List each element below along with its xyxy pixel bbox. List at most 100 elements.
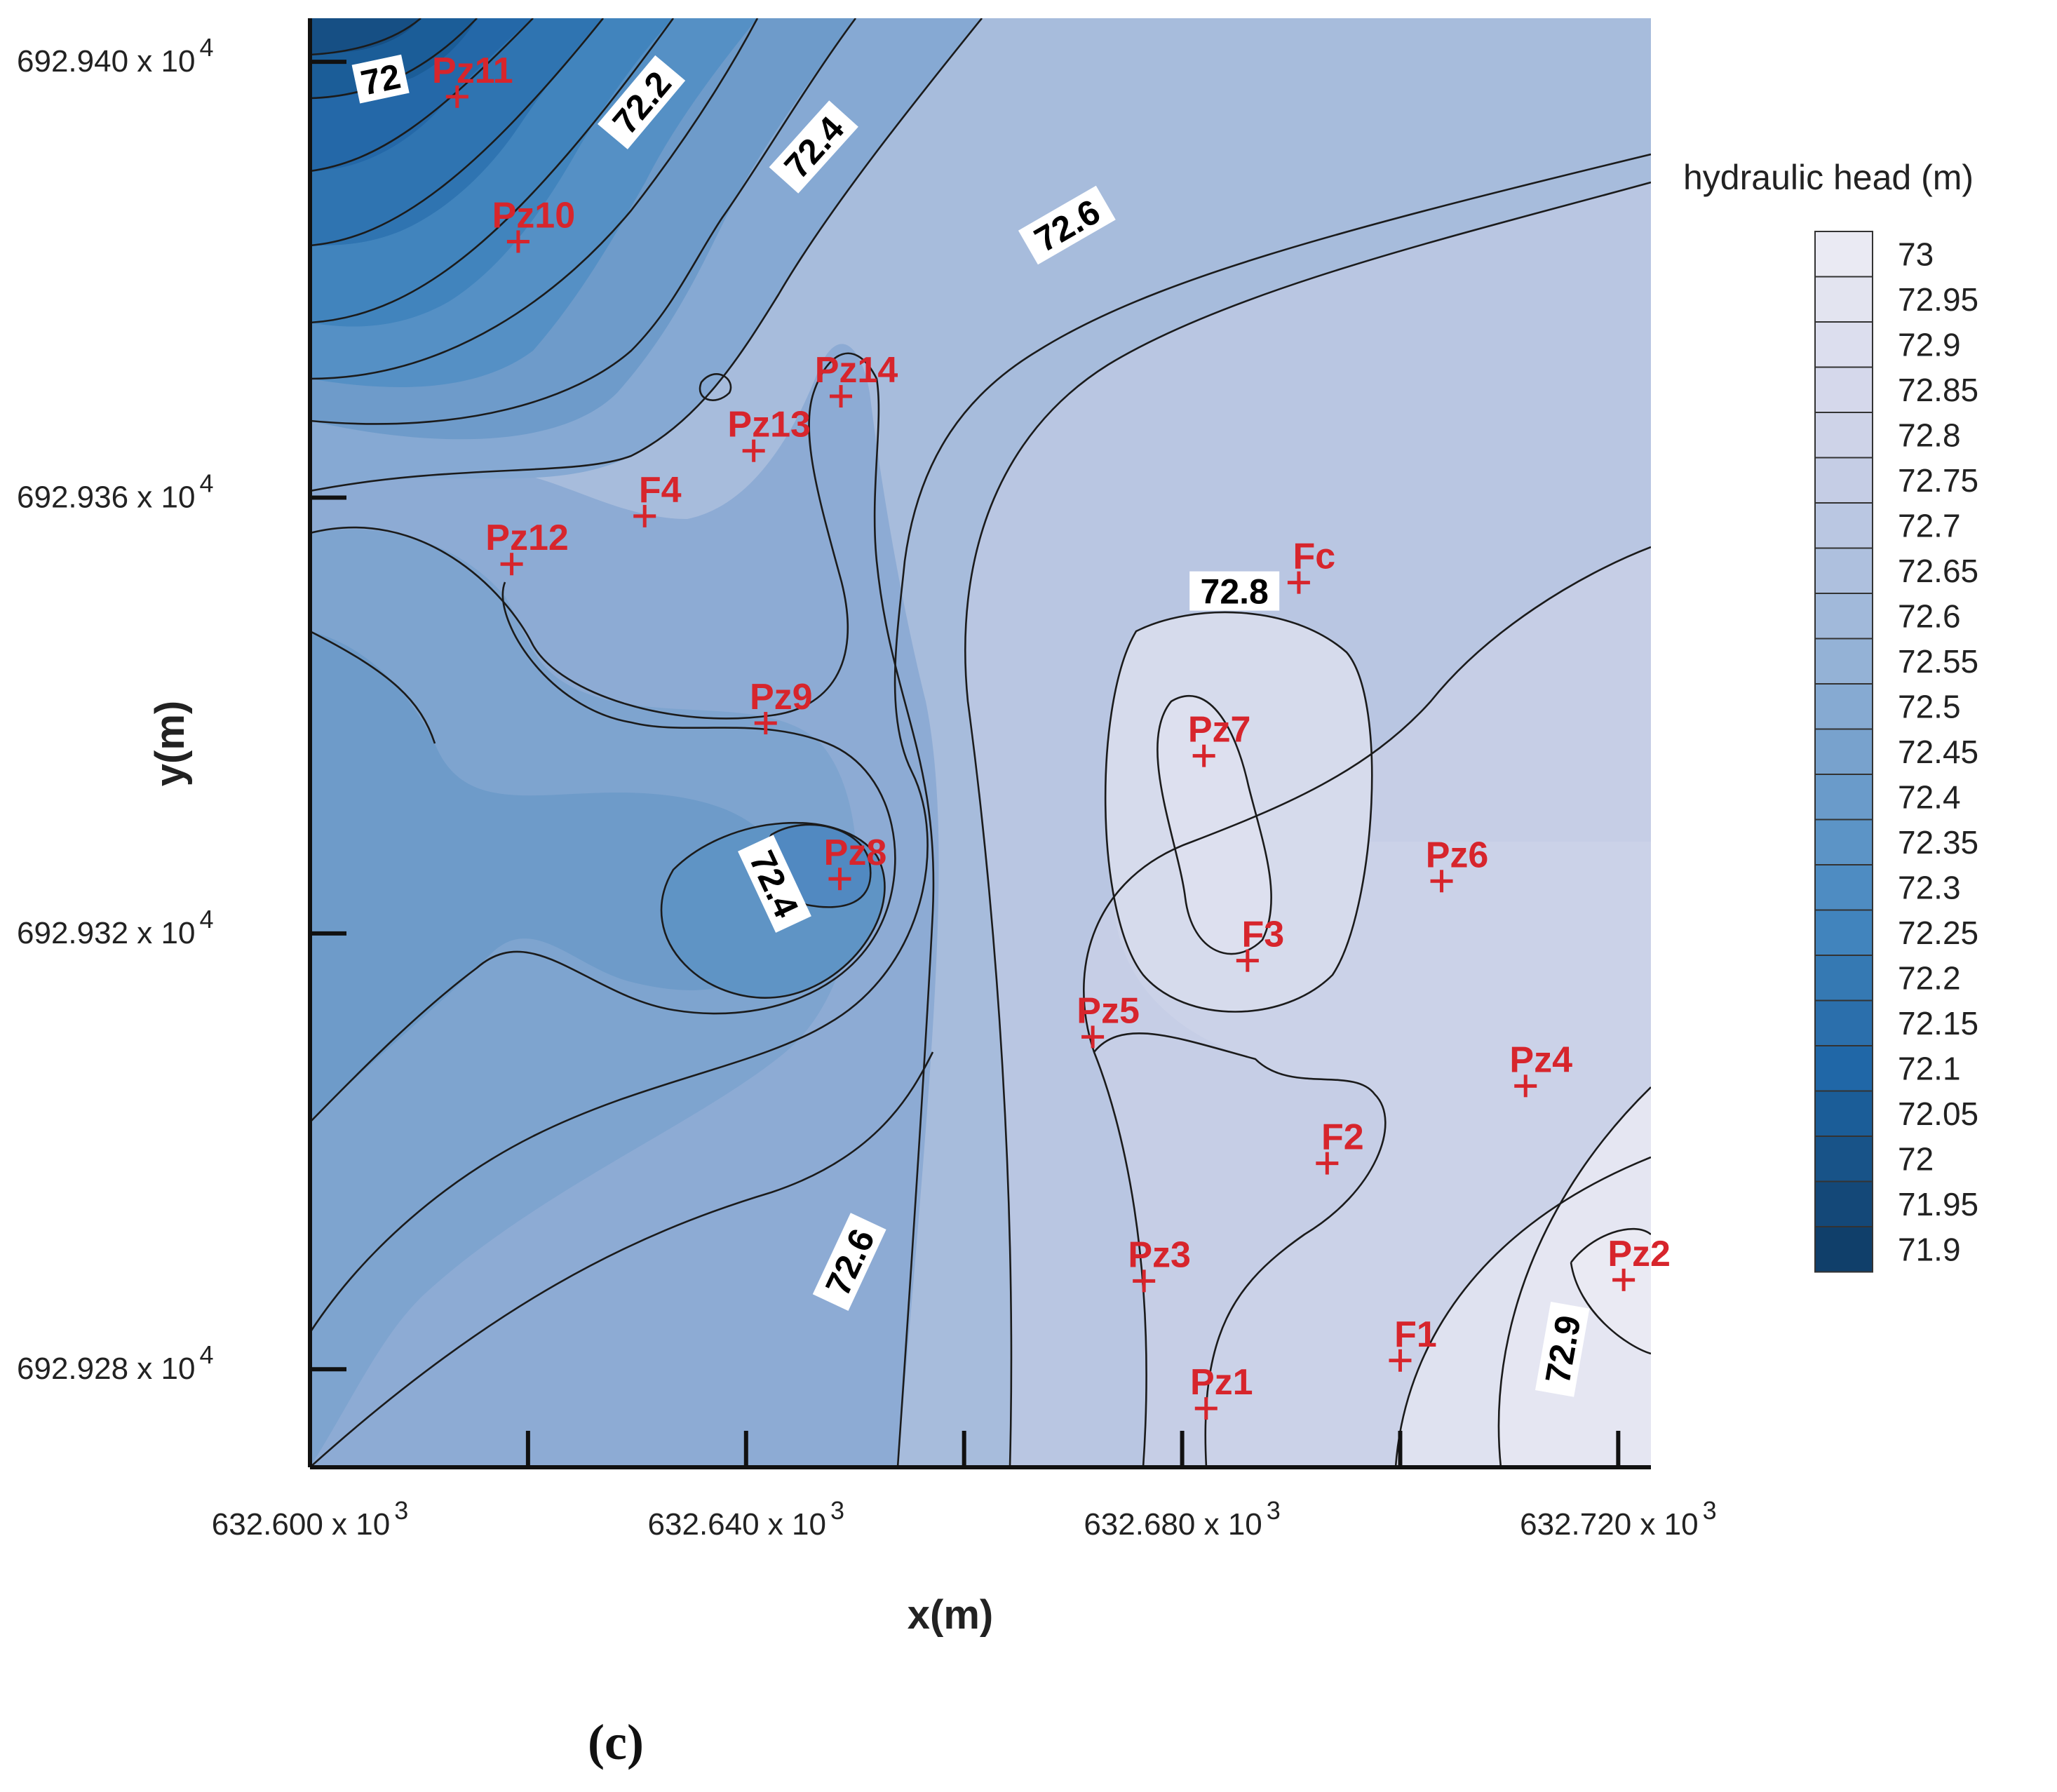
well-f1: F1 [1389,1314,1437,1372]
well-label: Pz6 [1426,835,1489,875]
legend-level-label: 72.3 [1898,869,1961,905]
legend-swatch [1814,774,1873,821]
y-tick-label-exponent: 4 [199,905,213,934]
x-tick-label-exponent: 3 [1267,1496,1281,1525]
legend-swatch [1814,231,1873,278]
well-f3: F3 [1236,915,1284,972]
contour-label-box [1018,185,1116,265]
well-label: Pz7 [1188,710,1251,750]
contour-label-box [597,55,686,149]
contour-label-text: 72 [358,56,404,102]
well-label: F3 [1242,915,1285,955]
well-pz11: Pz11 [432,50,513,108]
legend-swatch [1814,1226,1873,1273]
legend-level-label: 72.55 [1898,643,1978,680]
well-label: Pz14 [815,350,898,391]
contour-label-box [1535,1301,1590,1397]
well-label: Pz11 [432,50,513,91]
legend-swatch [1814,366,1873,413]
well-label: Pz10 [492,195,576,236]
well-label: Pz12 [485,518,569,558]
well-label: Pz8 [824,833,887,873]
legend-level-label: 72.65 [1898,553,1978,589]
legend-level-label: 72.4 [1898,779,1961,815]
legend-swatch [1814,321,1873,368]
well-label: Fc [1293,537,1336,577]
contour-label-box [738,835,811,933]
legend-level-label: 72.85 [1898,372,1978,408]
axes: 632.600 x 10 3 632.640 x 10 3 632.680 x 10 3 6… [17,18,1717,1638]
legend-swatch [1814,502,1873,549]
legend-swatch [1814,1136,1873,1183]
legend-swatch [1814,1180,1873,1227]
legend-level-label: 72.45 [1898,734,1978,770]
y-tick-label: 692.928 x 10 4 [17,1340,213,1386]
legend-level-label: 72.8 [1898,417,1961,453]
legend-swatch [1814,412,1873,459]
well-label: Pz2 [1607,1234,1671,1274]
x-axis-ticks: 632.600 x 10 3 632.640 x 10 3 632.680 x 10 3 6… [212,1431,1717,1542]
y-tick-label-text: 692.940 x 10 [17,44,195,79]
contour-label-box [769,100,858,194]
contour-label-box [351,54,410,104]
legend-level-label: 72.25 [1898,915,1978,951]
legend-swatch [1814,955,1873,1002]
legend-swatches: 73 72.95 72.9 72.85 72.8 72.75 72.7 72.65 72.6 72… [1814,231,1978,1273]
legend-swatch [1814,864,1873,911]
y-tick-label: 692.932 x 10 4 [17,905,213,950]
legend-swatch [1814,457,1873,504]
x-tick-label: 632.640 x 10 3 [648,1496,844,1542]
x-tick-label: 632.680 x 10 3 [1084,1496,1280,1542]
legend-level-label: 72.9 [1898,326,1961,363]
panel-label: (c) [588,1714,644,1770]
y-tick-label-text: 692.936 x 10 [17,480,195,514]
legend-swatch [1814,638,1873,685]
well-pz6: Pz6 [1426,835,1489,893]
legend-level-label: 71.95 [1898,1186,1978,1222]
well-pz2: Pz2 [1607,1234,1671,1291]
well-label: Pz13 [727,405,811,445]
well-pz10: Pz10 [492,195,576,253]
y-tick-label: 692.936 x 10 4 [17,469,213,514]
contour-label-text: 72.8 [1201,572,1269,612]
y-tick-label: 692.940 x 10 4 [17,33,213,79]
legend-level-label: 72.5 [1898,688,1961,725]
well-pz13: Pz13 [727,405,811,462]
contour-label-box [1189,571,1280,611]
legend-level-label: 72.7 [1898,507,1961,544]
well-f4: F4 [633,470,682,527]
legend-level-label: 72.95 [1898,281,1978,318]
legend-level-label: 72 [1898,1140,1934,1177]
well-label: Pz5 [1077,990,1140,1031]
legend-swatch [1814,683,1873,730]
legend-level-label: 72.35 [1898,824,1978,861]
well-pz14: Pz14 [815,350,898,408]
legend-level-label: 72.2 [1898,959,1961,996]
y-tick-label-exponent: 4 [199,33,213,62]
legend-swatch [1814,547,1873,594]
x-tick-label-text: 632.680 x 10 [1084,1507,1262,1542]
contour-label: 72.8 [1189,571,1280,612]
contour-label-box [812,1213,886,1311]
contour-lines [310,18,1651,1467]
y-tick-label-text: 692.932 x 10 [17,916,195,950]
legend-level-label: 72.15 [1898,1005,1978,1042]
contour-label: 72 [351,54,410,104]
well-pz9: Pz9 [750,677,813,735]
well-pz5: Pz5 [1077,990,1140,1049]
well-label: Pz9 [750,677,813,718]
legend-swatch [1814,728,1873,775]
legend-level-label: 72.75 [1898,462,1978,499]
y-tick-label-text: 692.928 x 10 [17,1352,195,1386]
well-label: Pz4 [1509,1039,1572,1080]
x-tick-label: 632.600 x 10 3 [212,1496,408,1542]
well-pz8: Pz8 [824,833,887,891]
well-pz7: Pz7 [1188,710,1251,767]
legend-swatch [1814,999,1873,1046]
x-tick-label-exponent: 3 [1703,1496,1717,1525]
legend-level-label: 73 [1898,236,1934,272]
legend-level-label: 71.9 [1898,1231,1961,1267]
